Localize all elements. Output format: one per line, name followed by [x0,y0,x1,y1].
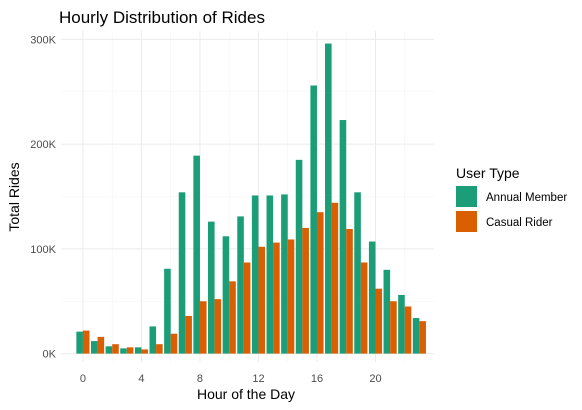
bar-annual-member-hour-13 [266,195,274,354]
bar-casual-rider-hour-10 [229,281,236,354]
x-tick-label: 16 [311,373,323,385]
bar-annual-member-hour-17 [325,43,332,354]
bar-casual-rider-hour-20 [375,288,383,354]
bar-annual-member-hour-9 [208,221,215,354]
y-axis-title: Total Rides [6,162,22,231]
legend-swatch-casual-rider [456,211,477,232]
bar-casual-rider-hour-13 [273,242,280,354]
bar-casual-rider-hour-18 [346,228,353,354]
y-tick-label: 100K [30,244,56,256]
x-axis-title: Hour of the Day [197,386,295,402]
bar-casual-rider-hour-7 [185,315,192,354]
bar-annual-member-hour-18 [339,120,347,354]
bar-casual-rider-hour-17 [331,202,339,354]
bar-casual-rider-hour-8 [199,301,207,354]
legend-swatch-annual-member [456,186,477,207]
x-tick-label: 8 [197,373,203,385]
legend-label-casual-rider: Casual Rider [486,217,553,229]
y-tick-label: 200K [30,139,56,151]
bar-casual-rider-hour-2 [112,344,119,354]
legend-title: User Type [456,165,520,181]
bar-casual-rider-hour-5 [156,344,163,354]
bar-annual-member-hour-11 [237,216,244,354]
bar-casual-rider-hour-23 [419,321,426,354]
bar-casual-rider-hour-1 [97,336,105,354]
bar-casual-rider-hour-15 [302,227,309,354]
bar-casual-rider-hour-22 [404,306,412,354]
bar-casual-rider-hour-3 [126,347,134,354]
bar-casual-rider-hour-11 [243,262,251,354]
bar-annual-member-hour-2 [105,346,113,354]
bars [76,43,426,354]
chart-title: Hourly Distribution of Rides [59,8,265,27]
bar-annual-member-hour-15 [295,159,303,354]
bar-casual-rider-hour-12 [258,246,266,354]
legend: User Type Annual Member Casual Rider [456,165,567,232]
y-tick-label: 300K [30,34,56,46]
bar-annual-member-hour-1 [90,341,98,354]
x-tick-label: 0 [80,373,86,385]
bar-annual-member-hour-8 [193,155,200,354]
bar-casual-rider-hour-14 [287,239,295,354]
y-tick-label: 0K [43,349,57,361]
bar-annual-member-hour-10 [222,236,230,354]
bar-casual-rider-hour-19 [360,262,368,354]
x-tick-label: 20 [369,373,381,385]
legend-label-annual-member: Annual Member [486,192,567,204]
bar-annual-member-hour-12 [251,195,259,354]
x-tick-label: 12 [252,373,264,385]
bar-annual-member-hour-22 [398,294,405,354]
bar-annual-member-hour-14 [281,194,288,354]
bar-annual-member-hour-0 [76,331,83,354]
bar-casual-rider-hour-0 [82,330,90,354]
bar-casual-rider-hour-6 [170,333,178,354]
bar-annual-member-hour-16 [310,85,317,354]
bar-casual-rider-hour-4 [141,349,149,354]
bar-annual-member-hour-5 [149,326,157,354]
bar-annual-member-hour-6 [164,268,171,354]
bar-annual-member-hour-21 [383,269,391,354]
x-tick-label: 4 [138,373,144,385]
bar-annual-member-hour-23 [412,318,420,354]
bar-annual-member-hour-7 [178,192,186,354]
bar-casual-rider-hour-9 [214,299,222,354]
bar-annual-member-hour-4 [134,347,142,354]
bar-annual-member-hour-19 [354,192,361,354]
bar-annual-member-hour-20 [368,241,376,354]
bar-casual-rider-hour-16 [316,212,324,354]
bar-annual-member-hour-3 [120,348,127,354]
bar-casual-rider-hour-21 [390,301,397,354]
